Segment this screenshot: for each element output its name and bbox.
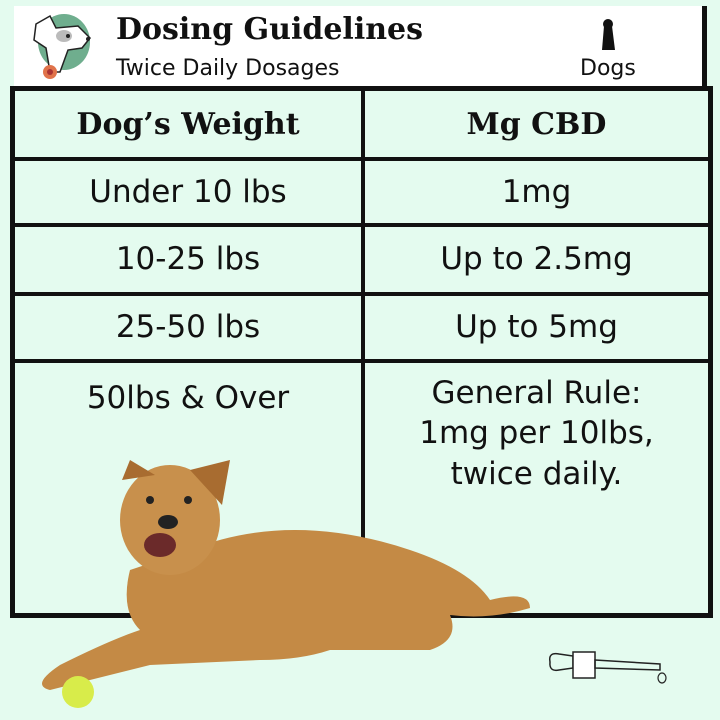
table-cell-dose: General Rule: 1mg per 10lbs, twice daily…: [419, 375, 654, 492]
table-cell-weight: 10-25 lbs: [115, 241, 261, 278]
dropper-icon: [548, 651, 667, 684]
table-cell-weight: 50lbs & Over: [86, 379, 290, 416]
column-header-weight: Dog’s Weight: [76, 106, 300, 142]
table-cell-dose: 1mg: [501, 173, 572, 210]
dog-silhouette-icon: [602, 19, 615, 50]
table-cell-weight: 25-50 lbs: [115, 309, 261, 346]
dosing-table: Dog’s Weight Mg CBD Under 10 lbs 1mg 10-…: [10, 86, 713, 618]
column-header-mg: Mg CBD: [466, 106, 607, 142]
table-cell-dose: Up to 2.5mg: [440, 241, 633, 278]
cartoon-dog-logo: [33, 14, 92, 79]
row-divider: [15, 157, 708, 161]
header: Dosing Guidelines Twice Daily Dosages Do…: [14, 6, 707, 86]
species-label: Dogs: [580, 56, 636, 81]
row-divider: [15, 292, 708, 296]
page-subtitle: Twice Daily Dosages: [116, 56, 340, 81]
table-cell-dose: Up to 5mg: [455, 309, 618, 346]
dog-photo: [42, 460, 530, 708]
table-cell-weight: Under 10 lbs: [89, 173, 287, 210]
page-title: Dosing Guidelines: [116, 12, 424, 47]
column-divider: [361, 91, 365, 613]
row-divider: [15, 359, 708, 363]
row-divider: [15, 223, 708, 227]
